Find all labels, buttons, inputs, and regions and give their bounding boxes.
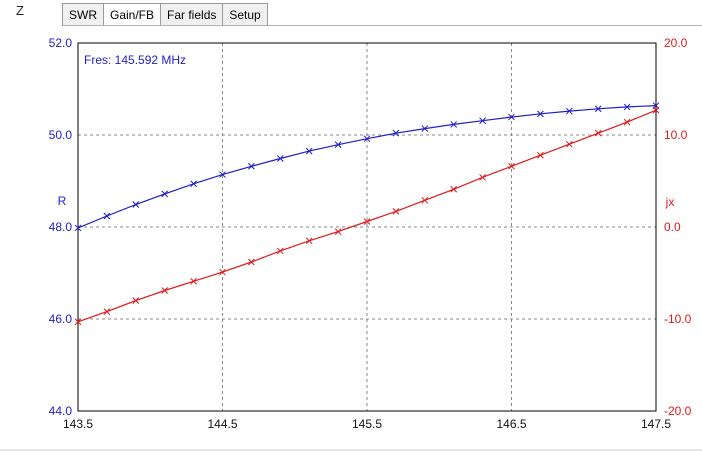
grid-lines <box>78 43 656 411</box>
reactance-point <box>652 106 660 114</box>
corner-label: Z <box>16 3 24 18</box>
reactance-point <box>276 247 284 255</box>
reactance-point <box>565 140 573 148</box>
reactance-point <box>248 258 255 266</box>
reactance-point <box>421 196 429 204</box>
left-tick-label: 52.0 <box>49 36 73 50</box>
right-tick-label: 10.0 <box>664 128 688 142</box>
x-tick-label: 143.5 <box>63 417 93 431</box>
resistance-point <box>276 155 284 162</box>
left-axis-label: R <box>58 194 67 208</box>
left-tick-label: 46.0 <box>49 312 73 326</box>
resistance-point <box>132 201 140 208</box>
reactance-point <box>132 297 140 304</box>
resistance-point <box>190 180 197 188</box>
x-tick-label: 145.5 <box>352 417 382 431</box>
reactance-point <box>219 268 226 276</box>
resistance-point <box>508 113 515 121</box>
left-tick-label: 50.0 <box>49 128 73 142</box>
series-layer <box>74 102 660 326</box>
reactance-point <box>161 287 169 294</box>
reactance-point <box>190 277 197 285</box>
reactance-point <box>103 308 111 315</box>
right-tick-label: 0.0 <box>664 220 681 234</box>
right-tick-label: -10.0 <box>664 312 692 326</box>
resistance-point <box>161 190 169 198</box>
tab-bar: Z SWR Gain/FB Far fields Setup <box>0 0 702 34</box>
reactance-point <box>363 218 371 225</box>
status-strip <box>0 449 702 451</box>
right-tick-label: 20.0 <box>664 36 688 50</box>
resistance-point <box>334 141 342 149</box>
tab-underline <box>62 25 702 26</box>
x-tick-label: 146.5 <box>496 417 526 431</box>
left-tick-label: 44.0 <box>49 404 73 418</box>
resistance-point <box>421 125 429 132</box>
resistance-point <box>450 121 458 128</box>
right-tick-label: -20.0 <box>664 404 692 418</box>
resistance-point <box>248 162 255 170</box>
reactance-point <box>334 228 342 235</box>
resistance-point <box>479 117 486 125</box>
tab-setup[interactable]: Setup <box>222 3 268 25</box>
resistance-point <box>305 147 313 155</box>
left-tick-label: 48.0 <box>49 220 73 234</box>
reactance-point <box>392 208 400 215</box>
x-tick-label: 147.5 <box>641 417 671 431</box>
reactance-point <box>594 129 602 137</box>
resistance-point <box>392 129 400 137</box>
reactance-point <box>508 162 515 170</box>
reactance-point <box>450 185 458 193</box>
reactance-point <box>537 151 544 159</box>
resistance-point <box>219 171 226 178</box>
tab-far-fields[interactable]: Far fields <box>160 3 224 25</box>
resonance-annotation: Fres: 145.592 MHz <box>84 53 186 67</box>
reactance-point <box>305 237 313 245</box>
plot-frame <box>77 42 657 412</box>
resistance-point <box>623 103 631 111</box>
resistance-point <box>565 107 573 115</box>
reactance-point <box>74 318 82 326</box>
resistance-point <box>537 110 544 118</box>
right-axis-label: jx <box>665 195 675 209</box>
tab-strip: SWR Gain/FB Far fields Setup <box>62 3 268 25</box>
tab-gain-fb[interactable]: Gain/FB <box>103 3 162 25</box>
resistance-point <box>74 224 82 232</box>
label-layer: Fres: 145.592 MHz R jx <box>58 53 675 209</box>
reactance-point <box>623 118 631 126</box>
x-tick-label: 144.5 <box>207 417 237 431</box>
resistance-point <box>594 105 602 113</box>
reactance-point <box>479 173 486 181</box>
resistance-point <box>103 212 111 220</box>
tick-labels: 143.5 144.5 145.5 146.5 147.5 52.0 50.0 48.0 46.… <box>49 36 692 431</box>
resistance-point <box>363 135 371 143</box>
